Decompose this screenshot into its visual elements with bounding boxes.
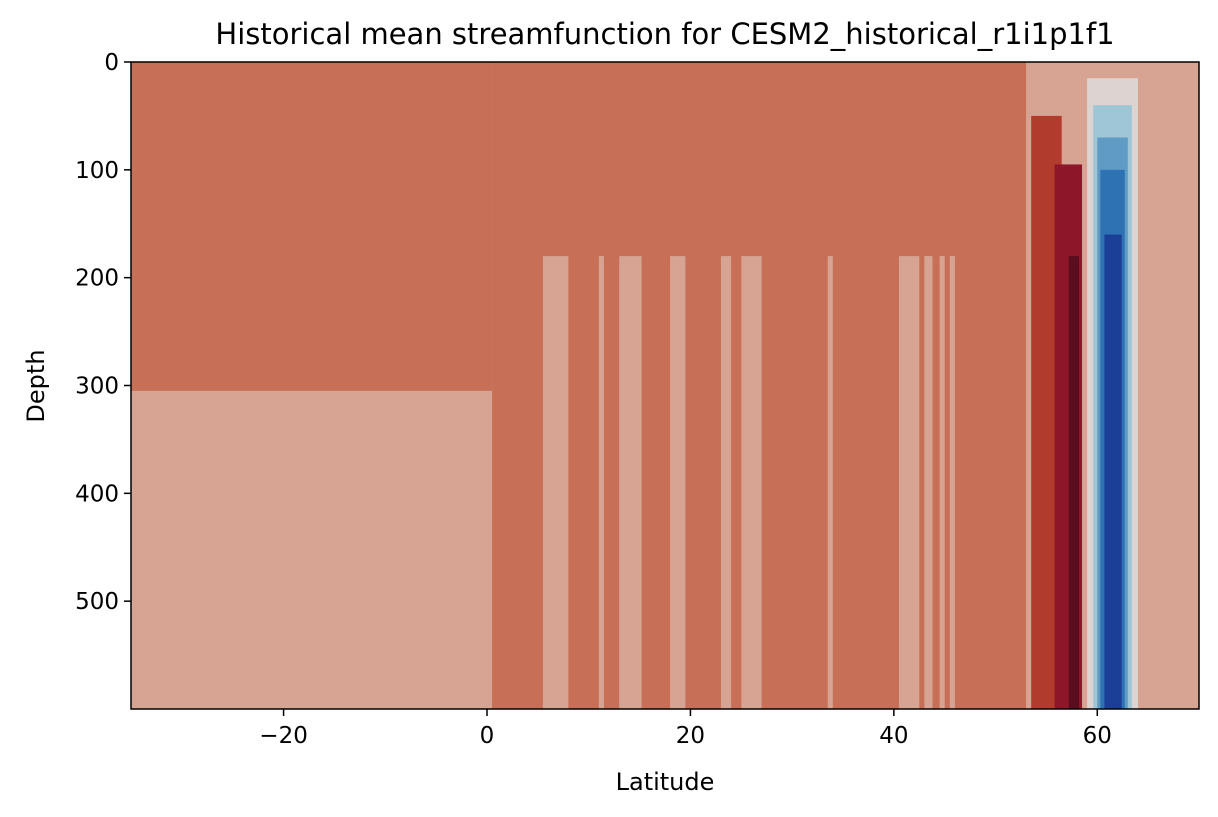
plot-area (131, 62, 1199, 709)
y-tick-label: 100 (75, 158, 119, 184)
contour-intrusion (924, 256, 933, 709)
contour-intrusion (670, 256, 686, 709)
contour-intrusion (939, 256, 945, 709)
contour-intrusion (949, 256, 955, 709)
contour-intrusion (619, 256, 642, 709)
y-tick-label: 500 (75, 589, 119, 615)
y-tick-label: 200 (75, 266, 119, 292)
x-tick-label: 20 (676, 723, 705, 749)
contour-intrusion (898, 256, 920, 709)
x-axis: −20 0 20 40 60 (259, 709, 1112, 749)
y-axis: 0 100 200 300 400 500 (75, 50, 131, 615)
contour-region-level-neg-min (1104, 234, 1122, 709)
contour-intrusion (741, 256, 762, 709)
contour-region-level-pos-low (131, 62, 493, 391)
chart-title: Historical mean streamfunction for CESM2… (215, 17, 1114, 51)
y-axis-label: Depth (22, 349, 50, 422)
contour-intrusion (720, 256, 732, 709)
x-tick-label: 0 (480, 723, 495, 749)
contour-intrusion (827, 256, 833, 709)
y-tick-label: 400 (75, 481, 119, 507)
y-tick-label: 300 (75, 374, 119, 400)
y-tick-label: 0 (104, 50, 119, 76)
contour-intrusion (542, 256, 569, 709)
x-tick-label: −20 (259, 723, 308, 749)
x-tick-label: 40 (879, 723, 908, 749)
x-tick-label: 60 (1083, 723, 1112, 749)
contour-intrusion (598, 256, 604, 709)
x-axis-label: Latitude (616, 768, 715, 796)
contour-region-level-pos-max (1068, 256, 1079, 709)
